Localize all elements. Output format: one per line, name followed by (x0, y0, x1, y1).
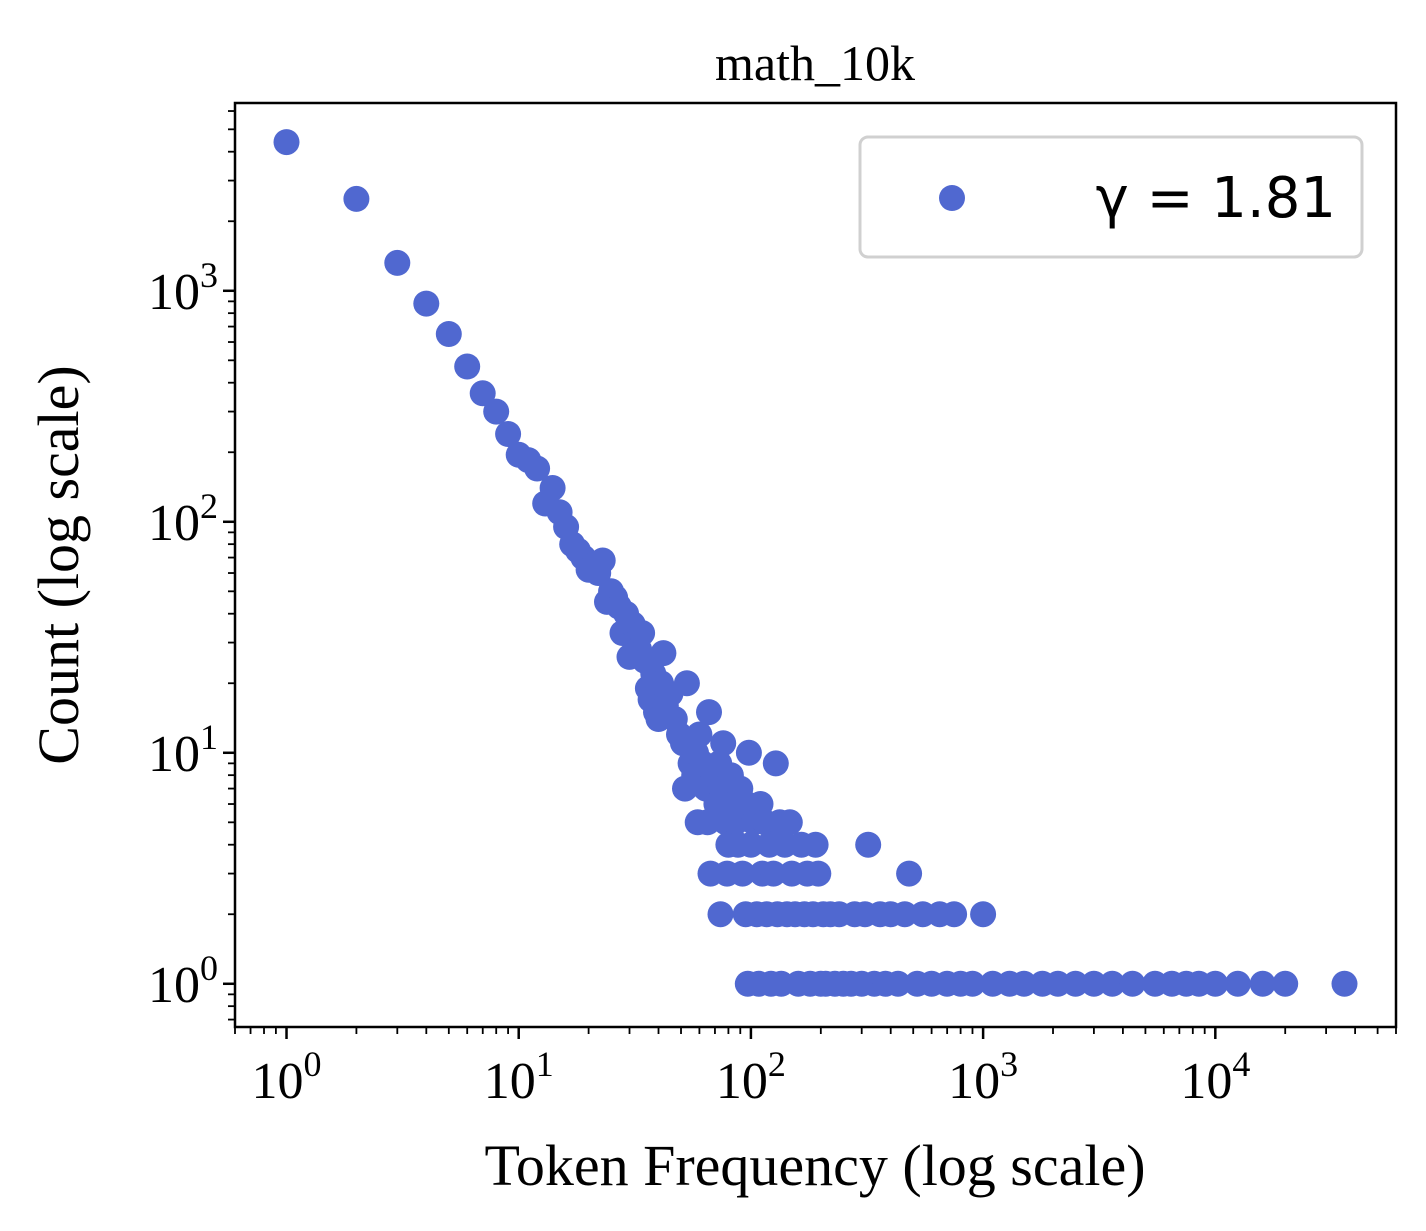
data-point (495, 421, 522, 447)
data-point (1272, 970, 1299, 997)
data-point (686, 721, 713, 748)
data-point (343, 185, 370, 212)
data-point (896, 860, 923, 887)
data-point (1119, 970, 1146, 997)
data-point (802, 831, 829, 858)
data-point (941, 901, 968, 928)
data-point (696, 699, 722, 726)
data-point (885, 970, 911, 997)
data-point (1062, 970, 1089, 997)
data-point (855, 831, 882, 858)
data-point (1011, 970, 1037, 997)
data-point (273, 129, 300, 156)
x-tick-label: 103 (948, 1044, 1018, 1110)
y-tick-label: 103 (148, 255, 218, 321)
data-point (735, 739, 762, 766)
data-point (413, 290, 440, 317)
data-point (469, 380, 496, 407)
data-point (589, 547, 616, 574)
chart-title: math_10k (715, 35, 915, 91)
x-axis-label: Token Frequency (log scale) (484, 1133, 1145, 1198)
x-tick-label: 100 (252, 1044, 322, 1110)
legend-label: γ = 1.81 (1096, 166, 1336, 231)
data-point (760, 860, 787, 887)
x-tick-label: 101 (484, 1044, 554, 1110)
data-point (673, 670, 700, 697)
axes: 100 101 102 103 104 100 101 102 103 (148, 101, 1398, 1110)
data-point (454, 353, 481, 380)
data-point (762, 750, 789, 777)
data-point (891, 901, 918, 928)
x-tick-label: 104 (1180, 1044, 1250, 1110)
data-point (959, 970, 986, 997)
data-point (970, 901, 997, 928)
data-point (707, 901, 734, 928)
legend: γ = 1.81 (858, 135, 1364, 259)
data-point (650, 640, 677, 667)
data-point (483, 398, 510, 425)
data-point (737, 831, 764, 858)
data-point (524, 455, 551, 482)
x-tick-label: 102 (716, 1044, 786, 1110)
data-point (776, 809, 803, 836)
y-tick-label: 102 (148, 486, 218, 552)
data-point (435, 321, 462, 347)
legend-marker (939, 185, 965, 211)
data-point (1224, 970, 1251, 997)
scatter-points (273, 129, 1358, 997)
data-point (805, 860, 832, 887)
data-point (1331, 970, 1358, 997)
legend-box (858, 135, 1364, 259)
data-point (539, 475, 566, 501)
y-tick-label: 101 (148, 717, 218, 783)
data-point (384, 249, 411, 276)
data-point (710, 730, 737, 757)
data-point (1202, 970, 1229, 997)
data-point (1099, 970, 1126, 997)
y-tick-label: 100 (148, 948, 218, 1014)
y-axis-label: Count (log scale) (26, 365, 91, 764)
data-point (729, 860, 756, 887)
data-point (1080, 970, 1107, 997)
axes-frame (233, 101, 1398, 1029)
data-point (1249, 970, 1276, 997)
data-point (629, 620, 656, 646)
